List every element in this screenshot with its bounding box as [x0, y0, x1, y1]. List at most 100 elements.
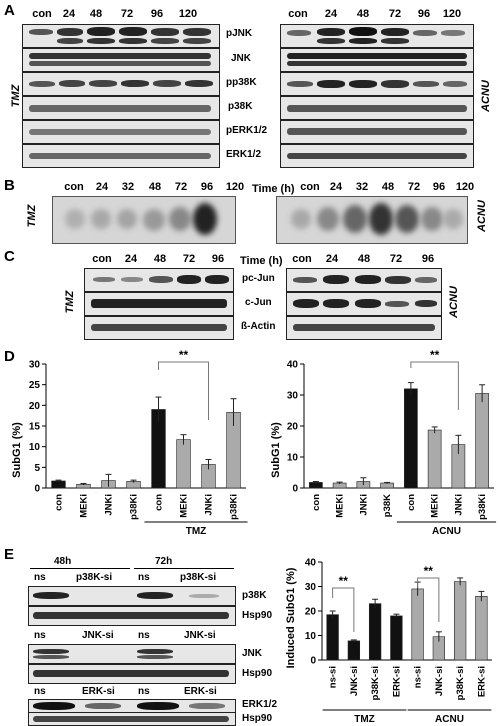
- lane-label: ERK-si: [184, 686, 217, 697]
- y-tick-label: 30: [305, 582, 317, 593]
- lane-label: JNK-si: [184, 630, 216, 641]
- y-tick-label: 20: [287, 422, 299, 433]
- protein-label: ERK1/2: [226, 149, 262, 160]
- lane-label: con: [292, 253, 312, 265]
- tmz-side-label: TMZ: [10, 84, 22, 108]
- y-axis-label: SubG1 (%): [270, 422, 282, 478]
- lane-label: con: [288, 8, 308, 20]
- time-label: Time (h): [252, 183, 295, 195]
- significance-label: **: [179, 350, 189, 362]
- bar: [380, 482, 394, 489]
- y-tick-label: 10: [29, 442, 41, 453]
- category-label: MEKi: [335, 494, 346, 518]
- acnu-side-label: ACNU: [448, 286, 460, 318]
- category-label: JNKi: [453, 494, 464, 516]
- y-tick-label: 10: [305, 631, 317, 642]
- category-label: ns-si: [413, 666, 424, 688]
- category-label: ns-si: [328, 666, 339, 688]
- acnu-side-label: ACNU: [480, 80, 492, 112]
- bar: [427, 429, 442, 489]
- lane-label: 96: [150, 8, 164, 20]
- category-label: JNKi: [204, 494, 215, 516]
- significance-bracket: [417, 577, 440, 622]
- bar: [411, 588, 424, 661]
- category-label: ERK-si: [391, 666, 402, 697]
- lane-label: 24: [95, 181, 109, 193]
- bar: [390, 615, 403, 661]
- bar: [326, 614, 339, 661]
- blot-strip: [28, 699, 236, 713]
- significance-bracket: [158, 361, 209, 420]
- y-tick-label: 30: [29, 360, 41, 371]
- lane-label: ERK-si: [82, 686, 115, 697]
- group-label: ACNU: [432, 526, 461, 537]
- blot-strip: [286, 292, 442, 316]
- lane-label: 120: [225, 181, 245, 193]
- y-tick-label: 0: [310, 656, 316, 667]
- significance-bracket: [410, 361, 459, 410]
- lane-label: ns: [34, 686, 46, 697]
- category-label: p38K: [382, 494, 393, 517]
- tmz-side-label: TMZ: [64, 290, 76, 314]
- protein-label: Hsp90: [242, 713, 273, 724]
- blot-strip: [280, 48, 474, 72]
- acnu-side-label: ACNU: [476, 200, 488, 232]
- protein-label: JNK: [242, 648, 263, 659]
- significance-bracket: [332, 587, 355, 632]
- blot-strip: [280, 24, 474, 48]
- lane-label: 48: [89, 8, 103, 20]
- lane-label: 96: [200, 181, 214, 193]
- panel-d-charts: SubG1 (%) 0 5 10 15 20 25 30 con MEKi JNKi p38Ki co…: [11, 350, 497, 537]
- lane-label: JNK-si: [82, 630, 114, 641]
- blot-strip: [22, 48, 220, 72]
- time-label-72h: 72h: [155, 556, 173, 567]
- lane-label: 120: [455, 181, 475, 193]
- category-label: p38Ki: [129, 494, 140, 520]
- time-label-48h: 48h: [54, 556, 72, 567]
- bar: [404, 388, 418, 489]
- protein-label: pERK1/2: [226, 125, 268, 136]
- significance-label: **: [424, 564, 434, 578]
- blot-strip: [280, 96, 474, 120]
- panel-c-label: C: [4, 248, 15, 265]
- lane-label: 48: [153, 253, 167, 265]
- category-label: con: [54, 494, 65, 511]
- lane-label: 96: [211, 253, 225, 265]
- blot-strip: [84, 316, 234, 340]
- lane-label: 72: [388, 8, 402, 20]
- significance-label: **: [430, 350, 440, 362]
- y-tick-label: 15: [29, 422, 41, 433]
- category-label: MEKi: [430, 494, 441, 518]
- blot-strip: [280, 120, 474, 144]
- lane-label: con: [92, 253, 112, 265]
- y-tick-label: 40: [287, 360, 299, 371]
- panel-e-chart: Induced SubG1 (%) 0 10 20 30 40 ns-si JNK-si p3…: [285, 558, 492, 725]
- lane-label: con: [300, 181, 320, 193]
- y-tick-label: 5: [34, 463, 40, 474]
- lane-label: ns: [34, 572, 46, 583]
- category-label: con: [311, 494, 322, 511]
- lane-label: 24: [124, 253, 138, 265]
- lane-label: con: [32, 8, 52, 20]
- blot-strip: [22, 120, 220, 144]
- lane-label: 24: [329, 181, 343, 193]
- subg1-tmz-chart: SubG1 (%) 0 5 10 15 20 25 30 con MEKi JNKi p38Ki co…: [11, 350, 248, 537]
- panel-d-label: D: [4, 348, 15, 365]
- category-label: p38K-si: [370, 666, 381, 700]
- lane-label: ns: [138, 572, 150, 583]
- category-label: JNK-si: [349, 666, 360, 696]
- lane-label: ns: [34, 630, 46, 641]
- induced-subg1-chart: Induced SubG1 (%) 0 10 20 30 40 ns-si JNK-si p3…: [285, 558, 492, 725]
- lane-label: ns: [138, 630, 150, 641]
- y-axis-label: Induced SubG1 (%): [285, 567, 297, 668]
- bar: [453, 581, 467, 661]
- blot-strip: [84, 268, 234, 292]
- lane-label: 120: [178, 8, 198, 20]
- y-tick-label: 20: [305, 607, 317, 618]
- blot-strip: [280, 72, 474, 96]
- y-tick-label: 0: [34, 484, 40, 495]
- bar: [368, 603, 382, 661]
- lane-label: p38K-si: [76, 572, 113, 583]
- tmz-side-label: TMZ: [26, 204, 38, 228]
- protein-label: ß-Actin: [241, 321, 276, 332]
